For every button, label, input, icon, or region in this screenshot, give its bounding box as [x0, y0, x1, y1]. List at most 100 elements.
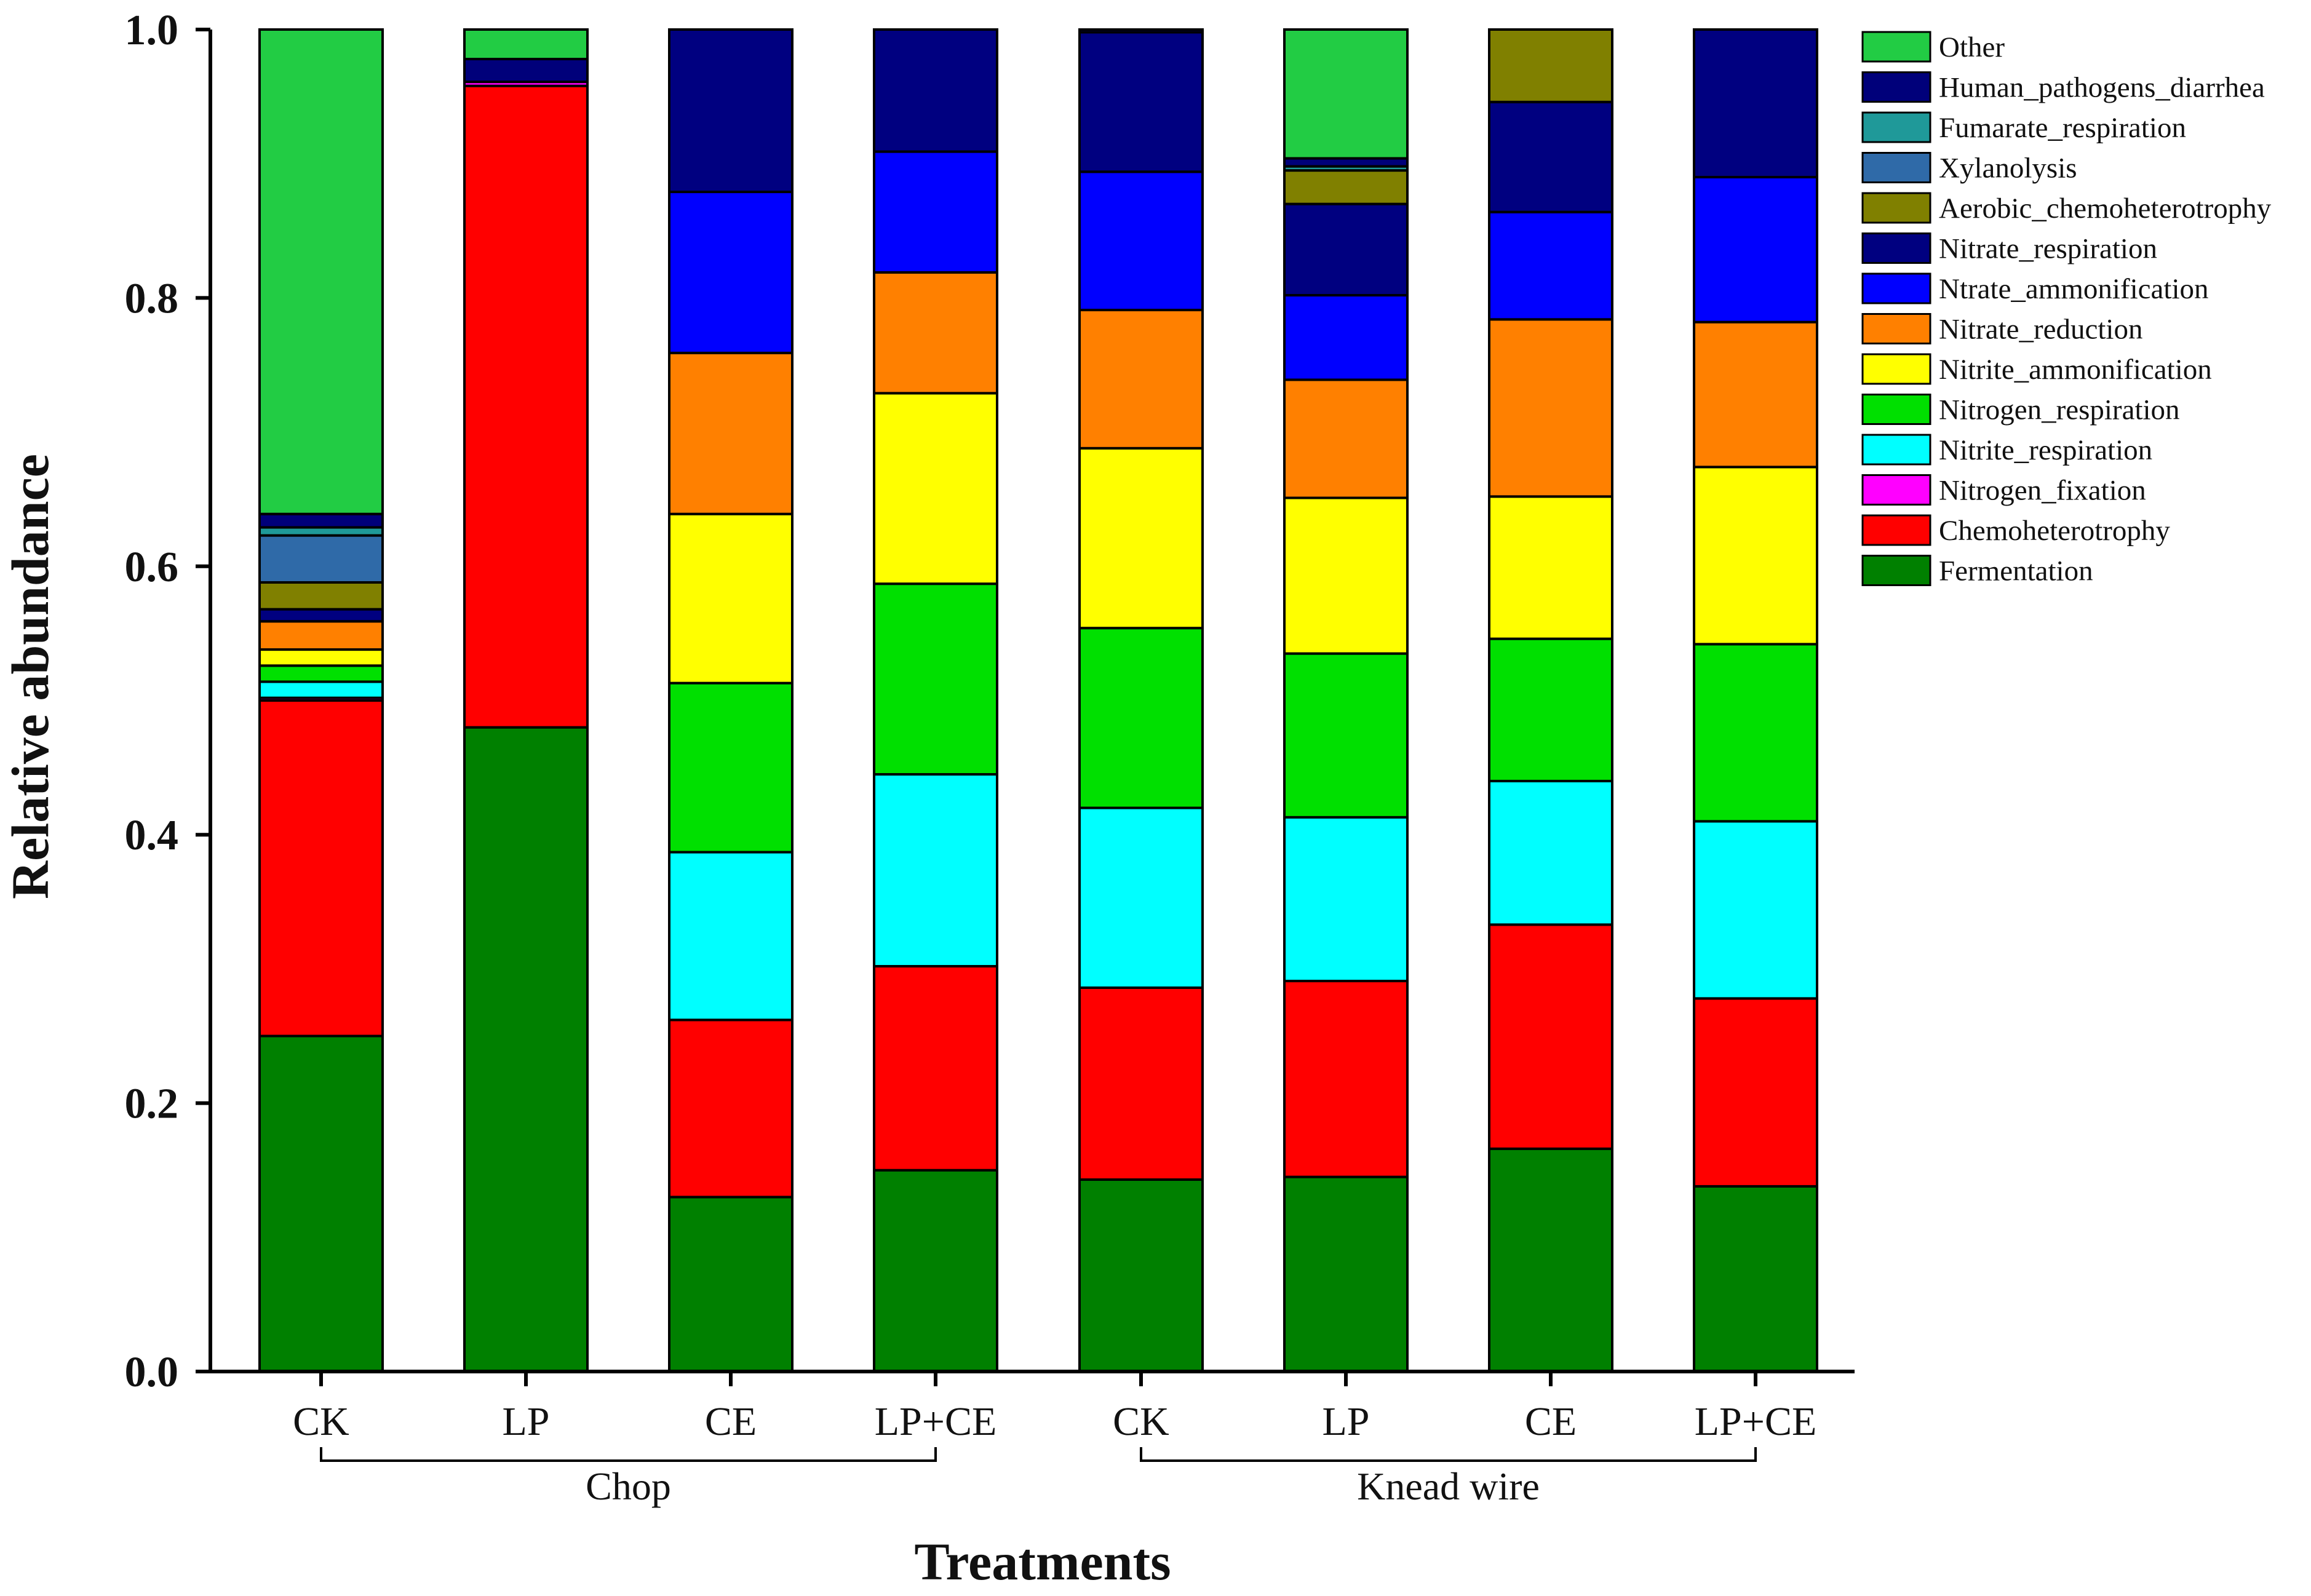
legend-swatch — [1861, 434, 1931, 466]
group-brackets: Chop Knead wire — [320, 1447, 1757, 1508]
x-ticks: CK LP CE LP+CE CK LP CE LP+CE — [293, 1372, 1816, 1444]
legend-swatch — [1861, 232, 1931, 264]
bar-segment-nitrate-respiration — [668, 28, 794, 194]
x-tick-label: CK — [1113, 1399, 1169, 1444]
bar-segment-aerobic-chemoheterotrophy — [258, 581, 384, 611]
bar-segment-nitrate-reduction — [873, 271, 998, 395]
bar-segment-chemoheterotrophy — [258, 699, 384, 1038]
bar-segment-nitrate-respiration — [873, 28, 998, 153]
bar-segment-nitrogen-respiration — [1693, 643, 1818, 823]
legend-label: Human_pathogens_diarrhea — [1939, 72, 2265, 104]
bar-segment-nitrogen-respiration — [258, 664, 384, 683]
bar-segment-nitrite-respiration — [1283, 816, 1409, 983]
x-tick-label: LP — [502, 1399, 549, 1444]
legend-swatch — [1861, 514, 1931, 546]
bar-segment-nitrite-ammonification — [1488, 495, 1613, 640]
legend-swatch — [1861, 555, 1931, 586]
bar-segment-nitrate-reduction — [1283, 378, 1409, 499]
legend-swatch — [1861, 71, 1931, 103]
legend-label: Nitrate_reduction — [1939, 314, 2142, 346]
bar-segment-nitrite-respiration — [668, 851, 794, 1022]
y-ticks: 0.0 0.2 0.4 0.6 0.8 1.0 — [125, 7, 210, 1396]
legend-label: Nitrite_ammonification — [1939, 354, 2212, 386]
legend-swatch — [1861, 313, 1931, 344]
bar-segment-other — [258, 28, 384, 515]
bar-segment-fermentation — [1078, 1178, 1204, 1373]
bar-segment-chemoheterotrophy — [1078, 986, 1204, 1181]
y-tick-label: 0.8 — [125, 275, 179, 322]
legend-swatch — [1861, 272, 1931, 304]
legend-label: Chemoheterotrophy — [1939, 515, 2170, 547]
bar-segment-ntrate-ammonification — [668, 191, 794, 354]
y-tick-label: 0.2 — [125, 1081, 179, 1128]
bar-segment-fermentation — [1283, 1175, 1409, 1373]
legend-label: Xylanolysis — [1939, 153, 2077, 185]
bar-segment-nitrate-respiration — [1693, 28, 1818, 179]
bar-segment-nitrogen-respiration — [1283, 652, 1409, 819]
bar-segment-fermentation — [258, 1034, 384, 1373]
bar-segment-nitrogen-respiration — [1078, 627, 1204, 809]
bar-segment-nitrate-reduction — [668, 351, 794, 515]
group-bracket — [320, 1447, 937, 1462]
legend-swatch — [1861, 192, 1931, 224]
bar-segment-human-pathogens-diarrhea — [463, 58, 589, 84]
bar-segment-nitrite-ammonification — [1283, 496, 1409, 655]
bar-segment-aerobic-chemoheterotrophy — [1488, 28, 1613, 103]
group-label: Chop — [586, 1464, 671, 1508]
bar-segment-nitrite-respiration — [873, 773, 998, 968]
bar-segment-nitrite-respiration — [1078, 806, 1204, 989]
y-tick-label: 0.4 — [125, 812, 179, 859]
bar-segment-chemoheterotrophy — [873, 965, 998, 1172]
bar-segment-chemoheterotrophy — [463, 84, 589, 729]
bar-segment-nitrite-ammonification — [1693, 466, 1818, 646]
legend-label: Nitrate_respiration — [1939, 233, 2157, 265]
y-tick-label: 0.0 — [125, 1349, 179, 1396]
bar-segment-nitrite-ammonification — [668, 512, 794, 685]
legend-swatch — [1861, 353, 1931, 385]
x-axis-title: Treatments — [914, 1532, 1171, 1591]
legend-label: Aerobic_chemoheterotrophy — [1939, 193, 2272, 224]
legend: Other Human_pathogens_diarrhea Fumarate_re… — [1861, 31, 2272, 587]
bar-segment-fermentation — [873, 1169, 998, 1373]
legend-swatch — [1861, 394, 1931, 425]
bar-segment-nitrate-respiration — [258, 608, 384, 623]
legend-label: Other — [1939, 31, 2005, 63]
bar-segment-other — [1283, 28, 1409, 160]
bar-segment-nitrite-ammonification — [1078, 447, 1204, 630]
bar-segment-ntrate-ammonification — [1693, 176, 1818, 324]
bar-segment-nitrite-ammonification — [258, 648, 384, 667]
y-tick-label: 1.0 — [125, 7, 179, 54]
legend-label: Fumarate_respiration — [1939, 112, 2186, 144]
bar-segment-aerobic-chemoheterotrophy — [1283, 169, 1409, 205]
bar-segment-other — [463, 28, 589, 61]
bar-segment-nitrate-reduction — [1488, 318, 1613, 498]
bar-segment-xylanolysis — [258, 534, 384, 584]
bar-segment-nitrite-respiration — [1488, 779, 1613, 926]
x-tick-label: LP+CE — [875, 1399, 997, 1444]
bar-segment-fermentation — [1693, 1185, 1818, 1373]
group-label: Knead wire — [1357, 1464, 1540, 1508]
bar-segment-human-pathogens-diarrhea — [1078, 28, 1204, 34]
bar-segment-nitrite-respiration — [1693, 820, 1818, 1000]
bar-segment-nitrogen-respiration — [668, 681, 794, 854]
bar-segment-nitrate-respiration — [1078, 31, 1204, 173]
legend-swatch — [1861, 111, 1931, 143]
bar-segment-ntrate-ammonification — [1078, 170, 1204, 312]
legend-swatch — [1861, 152, 1931, 183]
legend-label: Ntrate_ammonification — [1939, 273, 2209, 305]
legend-label: Nitrite_respiration — [1939, 434, 2152, 466]
bar-segment-fermentation — [1488, 1147, 1613, 1373]
x-tick-label: CK — [293, 1399, 349, 1444]
bar-segment-nitrate-reduction — [1078, 309, 1204, 450]
x-tick-label: CE — [705, 1399, 757, 1444]
legend-swatch — [1861, 474, 1931, 506]
bar-segment-ntrate-ammonification — [873, 150, 998, 274]
bar-segment-chemoheterotrophy — [1488, 923, 1613, 1150]
x-tick-label: CE — [1525, 1399, 1577, 1444]
legend-swatch — [1861, 31, 1931, 63]
x-tick-label: LP — [1322, 1399, 1369, 1444]
legend-label: Nitrogen_fixation — [1939, 475, 2146, 507]
bar-segment-ntrate-ammonification — [1283, 294, 1409, 381]
legend-label: Nitrogen_respiration — [1939, 394, 2180, 426]
